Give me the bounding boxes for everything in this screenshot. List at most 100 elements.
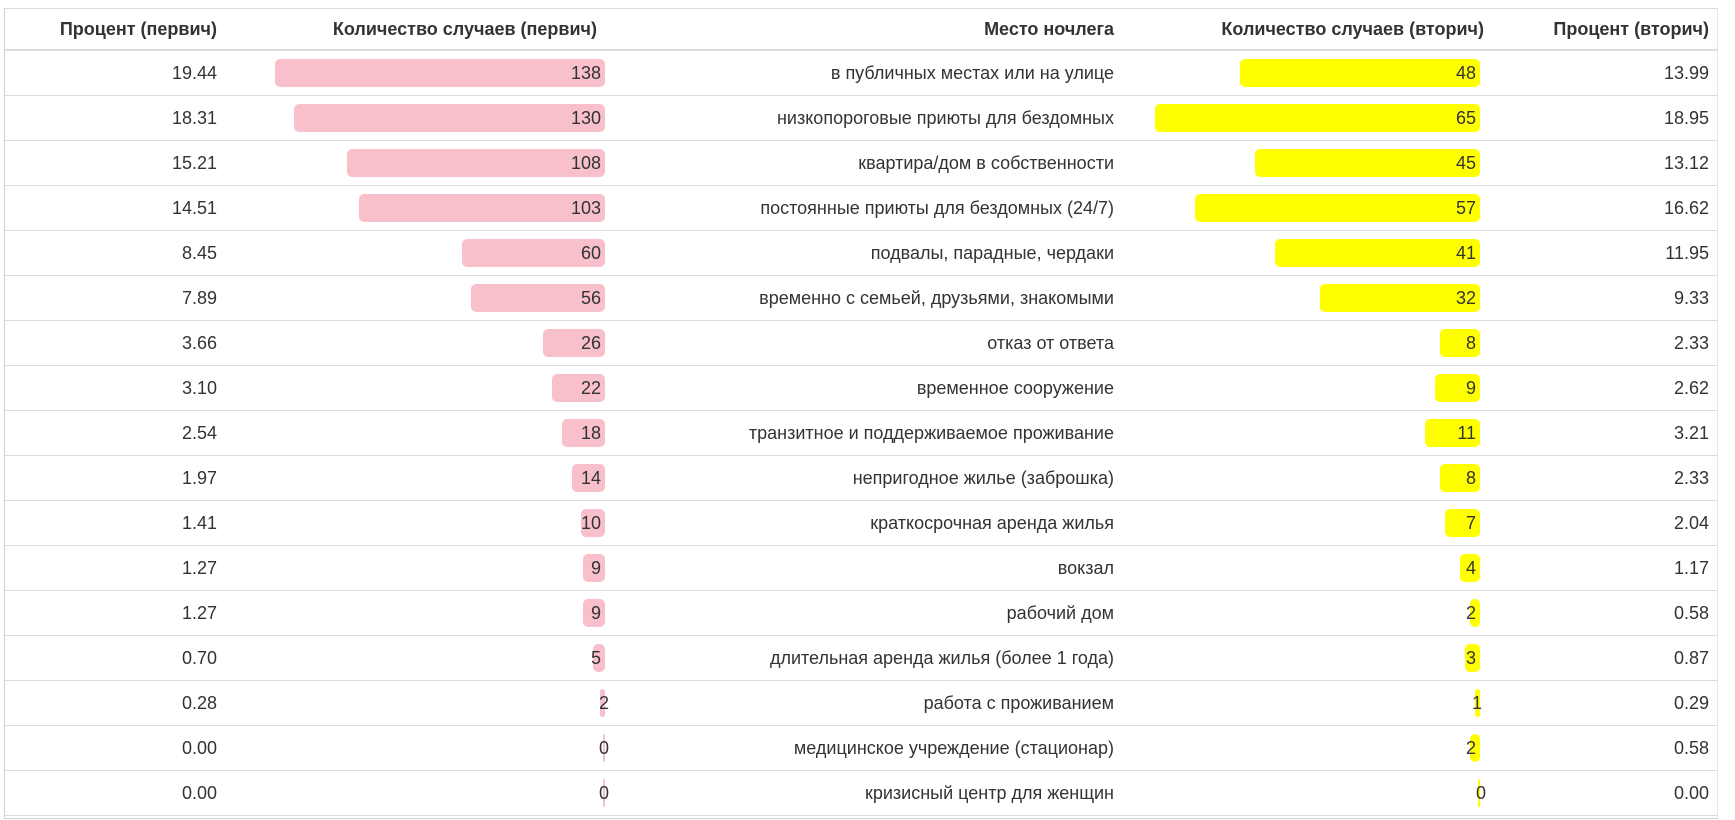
- place-cell: краткосрочная аренда жилья: [605, 500, 1122, 546]
- bar-track-primary: 0: [225, 779, 609, 807]
- homeless-overnight-table: Процент (первич) Количество случаев (пер…: [5, 8, 1717, 816]
- header-percent-secondary[interactable]: Процент (вторич): [1492, 8, 1717, 51]
- bar-primary: [346, 149, 605, 177]
- bar-secondary: [1445, 509, 1480, 537]
- bar-primary: [561, 419, 605, 447]
- bar-secondary-label: 48: [1455, 63, 1476, 83]
- bar-primary: [275, 59, 605, 87]
- count-primary-cell: 9: [225, 590, 605, 636]
- header-row: Процент (первич) Количество случаев (пер…: [5, 8, 1717, 51]
- bar-primary-label: 2: [598, 693, 609, 713]
- place-cell: длительная аренда жилья (более 1 года): [605, 635, 1122, 681]
- percent-primary-cell: 0.70: [5, 635, 225, 681]
- percent-primary-cell: 0.00: [5, 770, 225, 816]
- bar-track-primary: 22: [225, 374, 605, 402]
- bar-track-primary: 5: [225, 644, 605, 672]
- percent-primary-cell: 14.51: [5, 185, 225, 231]
- bar-primary: [294, 104, 605, 132]
- bar-primary: [603, 779, 605, 807]
- place-cell: транзитное и поддерживаемое проживание: [605, 410, 1122, 456]
- bar-secondary-label: 45: [1455, 153, 1476, 173]
- bar-track-secondary: 1: [1122, 689, 1482, 717]
- bar-track-secondary: 8: [1122, 329, 1480, 357]
- table-row: 1.97 14 непригодное жилье (заброшка) 8 2.33: [5, 455, 1717, 501]
- bar-secondary-label: 41: [1455, 243, 1476, 263]
- place-cell: рабочий дом: [605, 590, 1122, 636]
- bar-track-secondary: 41: [1122, 239, 1480, 267]
- bar-secondary-label: 4: [1465, 558, 1476, 578]
- place-cell: квартира/дом в собственности: [605, 140, 1122, 186]
- table-row: 3.10 22 временное сооружение 9 2.62: [5, 365, 1717, 411]
- count-secondary-cell: 2: [1122, 590, 1492, 636]
- bar-secondary-label: 7: [1465, 513, 1476, 533]
- bar-secondary-label: 3: [1465, 648, 1476, 668]
- count-secondary-cell: 32: [1122, 275, 1492, 321]
- bar-track-secondary: 9: [1122, 374, 1480, 402]
- bar-track-secondary: 3: [1122, 644, 1480, 672]
- table-row: 0.00 0 медицинское учреждение (стационар) 2…: [5, 725, 1717, 771]
- bar-track-primary: 2: [225, 689, 609, 717]
- place-cell: непригодное жилье (заброшка): [605, 455, 1122, 501]
- header-count-primary[interactable]: Количество случаев (первич): [225, 8, 605, 51]
- percent-primary-cell: 1.41: [5, 500, 225, 546]
- bar-track-secondary: 32: [1122, 284, 1480, 312]
- bar-primary-label: 10: [580, 513, 601, 533]
- table-row: 7.89 56 временно с семьей, друзьями, знако…: [5, 275, 1717, 321]
- bar-primary-label: 0: [598, 738, 609, 758]
- bar-track-secondary: 65: [1122, 104, 1480, 132]
- bar-primary-label: 26: [580, 333, 601, 353]
- bar-secondary: [1465, 644, 1480, 672]
- percent-secondary-cell: 11.95: [1492, 230, 1717, 276]
- percent-primary-cell: 1.27: [5, 545, 225, 591]
- bar-secondary: [1470, 599, 1480, 627]
- bar-primary: [461, 239, 605, 267]
- header-percent-primary[interactable]: Процент (первич): [5, 8, 225, 51]
- bar-primary-label: 108: [570, 153, 601, 173]
- count-primary-cell: 26: [225, 320, 605, 366]
- count-primary-cell: 18: [225, 410, 605, 456]
- bar-track-primary: 60: [225, 239, 605, 267]
- count-secondary-cell: 4: [1122, 545, 1492, 591]
- percent-secondary-cell: 16.62: [1492, 185, 1717, 231]
- table-row: 18.31 130 низкопороговые приюты для бездом…: [5, 95, 1717, 141]
- bar-primary: [593, 644, 605, 672]
- percent-secondary-cell: 2.33: [1492, 320, 1717, 366]
- bar-primary: [603, 734, 605, 762]
- percent-secondary-cell: 0.29: [1492, 680, 1717, 726]
- header-place[interactable]: Место ночлега: [605, 8, 1122, 51]
- count-primary-cell: 108: [225, 140, 605, 186]
- bar-primary-label: 18: [580, 423, 601, 443]
- bar-primary-label: 22: [580, 378, 601, 398]
- bar-track-secondary: 2: [1122, 599, 1480, 627]
- bar-primary-label: 14: [580, 468, 601, 488]
- table-row: 1.27 9 вокзал 4 1.17: [5, 545, 1717, 591]
- bar-secondary: [1155, 104, 1480, 132]
- table-row: 15.21 108 квартира/дом в собственности 45 13…: [5, 140, 1717, 186]
- bar-track-primary: 10: [225, 509, 605, 537]
- bar-track-primary: 0: [225, 734, 609, 762]
- bar-secondary-label: 57: [1455, 198, 1476, 218]
- bar-primary-label: 130: [570, 108, 601, 128]
- percent-primary-cell: 0.00: [5, 725, 225, 771]
- bar-track-primary: 14: [225, 464, 605, 492]
- bar-secondary-label: 11: [1457, 423, 1476, 443]
- bar-secondary: [1275, 239, 1480, 267]
- percent-secondary-cell: 2.04: [1492, 500, 1717, 546]
- count-primary-cell: 130: [225, 95, 605, 141]
- bar-primary-label: 138: [570, 63, 601, 83]
- percent-secondary-cell: 18.95: [1492, 95, 1717, 141]
- bar-track-secondary: 45: [1122, 149, 1480, 177]
- count-primary-cell: 60: [225, 230, 605, 276]
- percent-primary-cell: 1.97: [5, 455, 225, 501]
- count-primary-cell: 14: [225, 455, 605, 501]
- count-primary-cell: 2: [225, 680, 609, 726]
- bar-secondary-label: 1: [1471, 693, 1482, 713]
- bar-primary: [471, 284, 605, 312]
- bar-track-secondary: 2: [1122, 734, 1480, 762]
- bar-secondary-label: 8: [1465, 333, 1476, 353]
- header-count-secondary[interactable]: Количество случаев (вторич): [1122, 8, 1492, 51]
- count-secondary-cell: 65: [1122, 95, 1492, 141]
- count-secondary-cell: 57: [1122, 185, 1492, 231]
- place-cell: вокзал: [605, 545, 1122, 591]
- count-primary-cell: 138: [225, 50, 605, 96]
